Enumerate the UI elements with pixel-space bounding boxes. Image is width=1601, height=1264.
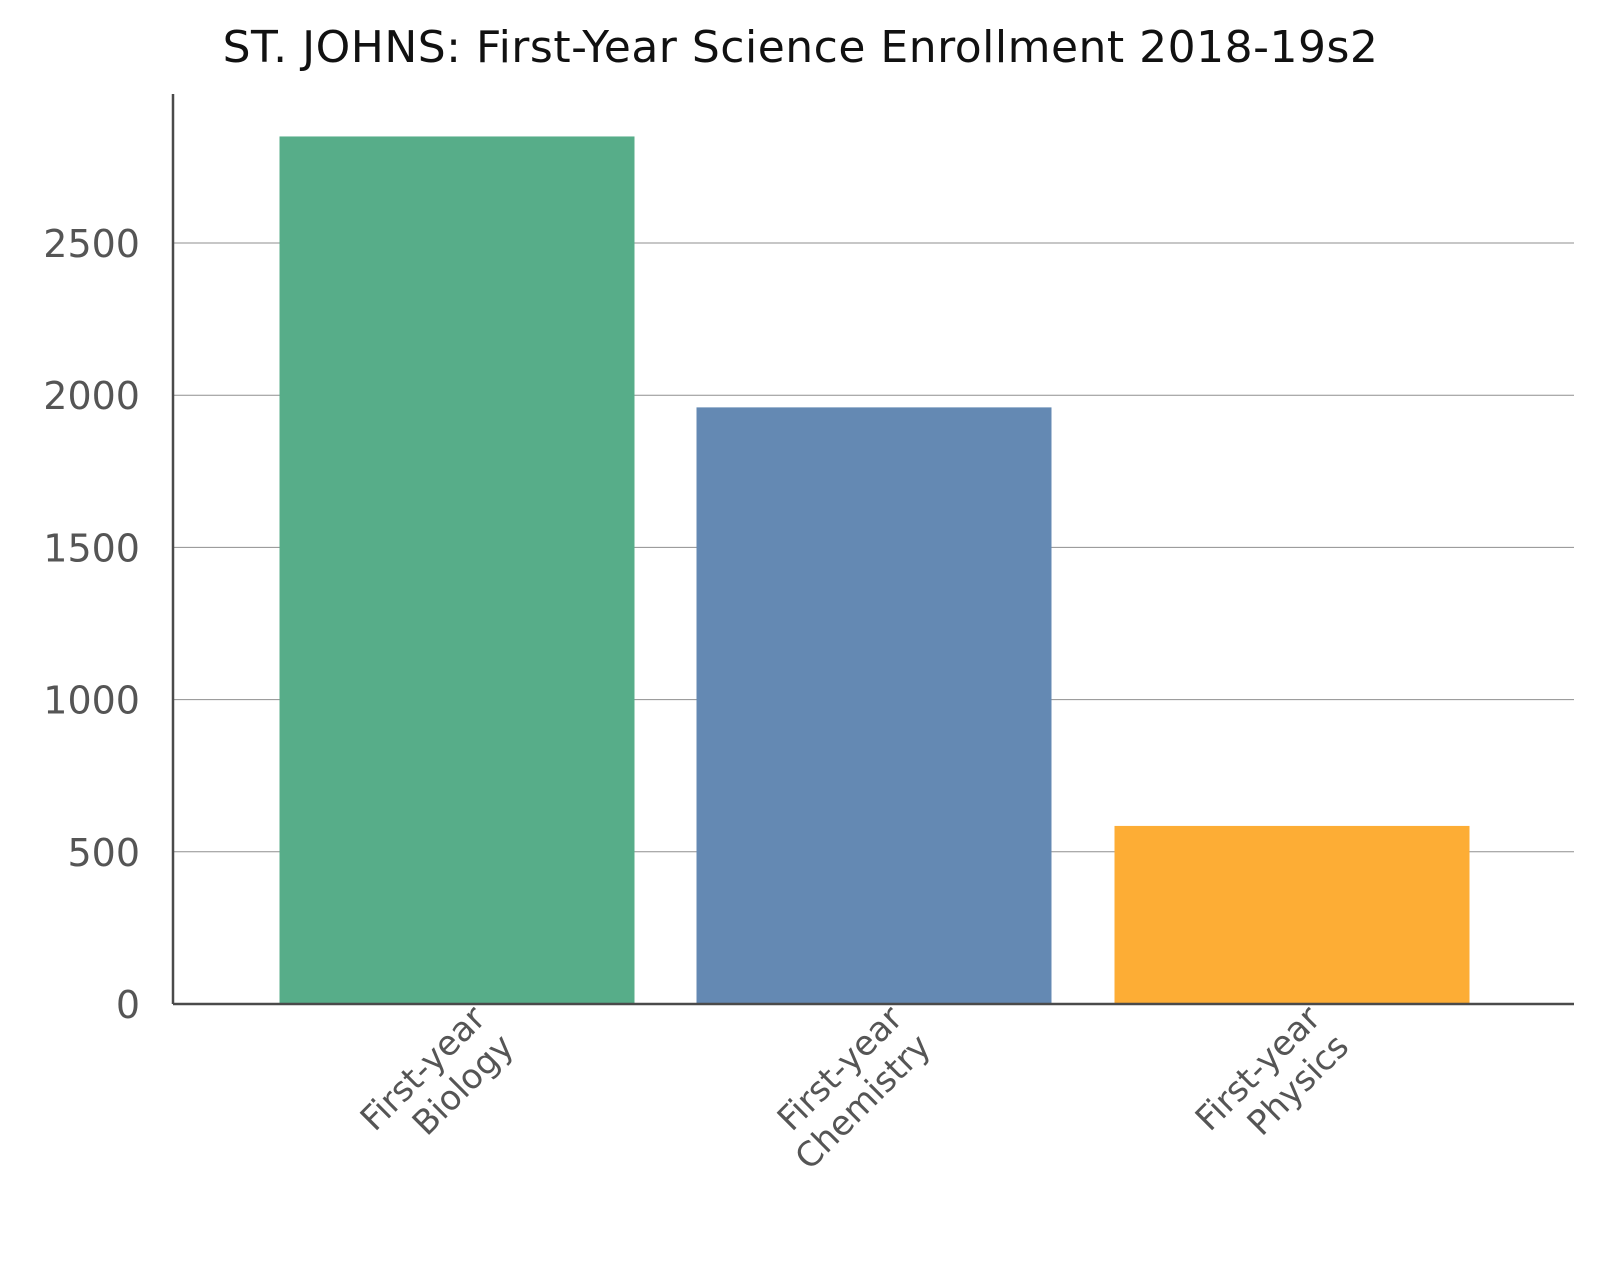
y-tick-label: 0 bbox=[116, 983, 140, 1027]
bar-biology bbox=[279, 136, 635, 1004]
bars bbox=[279, 136, 1470, 1005]
chart-title: ST. JOHNS: First-Year Science Enrollment… bbox=[222, 22, 1379, 73]
bar-chemistry bbox=[696, 407, 1052, 1005]
y-tick-label: 2500 bbox=[43, 222, 140, 266]
bar-physics bbox=[1114, 825, 1470, 1004]
axes bbox=[171, 94, 1574, 1006]
y-tick-label: 1000 bbox=[43, 679, 140, 723]
y-tick-labels: 0 500 1000 1500 2000 2500 bbox=[43, 222, 140, 1027]
y-tick-label: 500 bbox=[67, 831, 140, 875]
y-tick-label: 1500 bbox=[43, 526, 140, 570]
y-tick-label: 2000 bbox=[43, 374, 140, 418]
